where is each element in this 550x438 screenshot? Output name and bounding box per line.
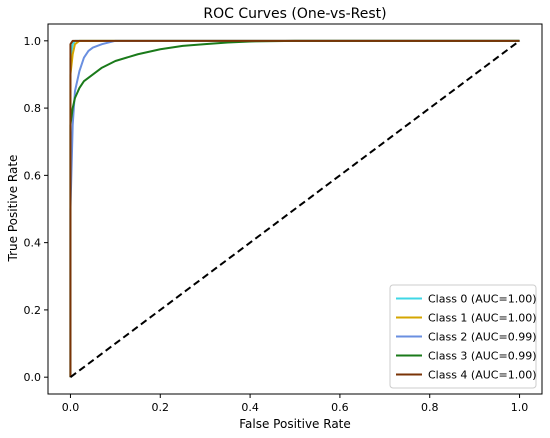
y-tick-label: 0.4 — [24, 237, 42, 250]
y-tick-label: 0.6 — [24, 169, 42, 182]
plot-frame — [47, 23, 543, 395]
legend-entry-label: Class 4 (AUC=1.00) — [428, 369, 536, 382]
x-tick-label: 0.4 — [241, 401, 259, 414]
x-axis-label: False Positive Rate — [239, 417, 351, 431]
legend-entry-label: Class 1 (AUC=1.00) — [428, 312, 536, 325]
legend: Class 0 (AUC=1.00) Class 1 (AUC=1.00) Clas… — [389, 284, 537, 389]
y-axis-label: True Positive Rate — [6, 155, 20, 263]
y-tick-label: 1.0 — [24, 35, 42, 48]
series-line-class-2 — [69, 39, 520, 378]
x-tick-label: 0.0 — [62, 401, 80, 414]
y-tick-label: 0.8 — [24, 102, 42, 115]
series-line-class-3 — [69, 39, 520, 378]
x-tick-label: 1.0 — [511, 401, 529, 414]
y-tick-label: 0.2 — [24, 304, 42, 317]
chart-title: ROC Curves (One-vs-Rest) — [203, 6, 386, 22]
chance-diagonal-line — [69, 40, 521, 378]
legend-entry-label: Class 0 (AUC=1.00) — [428, 293, 536, 306]
x-tick-label: 0.6 — [331, 401, 349, 414]
legend-box — [389, 284, 537, 389]
x-tick-label: 0.8 — [421, 401, 439, 414]
axis-ticks: 0.0 0.2 0.4 0.6 0.8 1.0 0.0 0.2 0.4 0.6 0.8 1.0 — [24, 35, 529, 414]
series-line-class-4 — [69, 39, 520, 378]
plot-area — [69, 39, 521, 378]
legend-entry-label: Class 3 (AUC=0.99) — [428, 350, 536, 363]
x-tick-label: 0.2 — [152, 401, 170, 414]
legend-entry-label: Class 2 (AUC=0.99) — [428, 331, 536, 344]
y-tick-label: 0.0 — [24, 371, 42, 384]
